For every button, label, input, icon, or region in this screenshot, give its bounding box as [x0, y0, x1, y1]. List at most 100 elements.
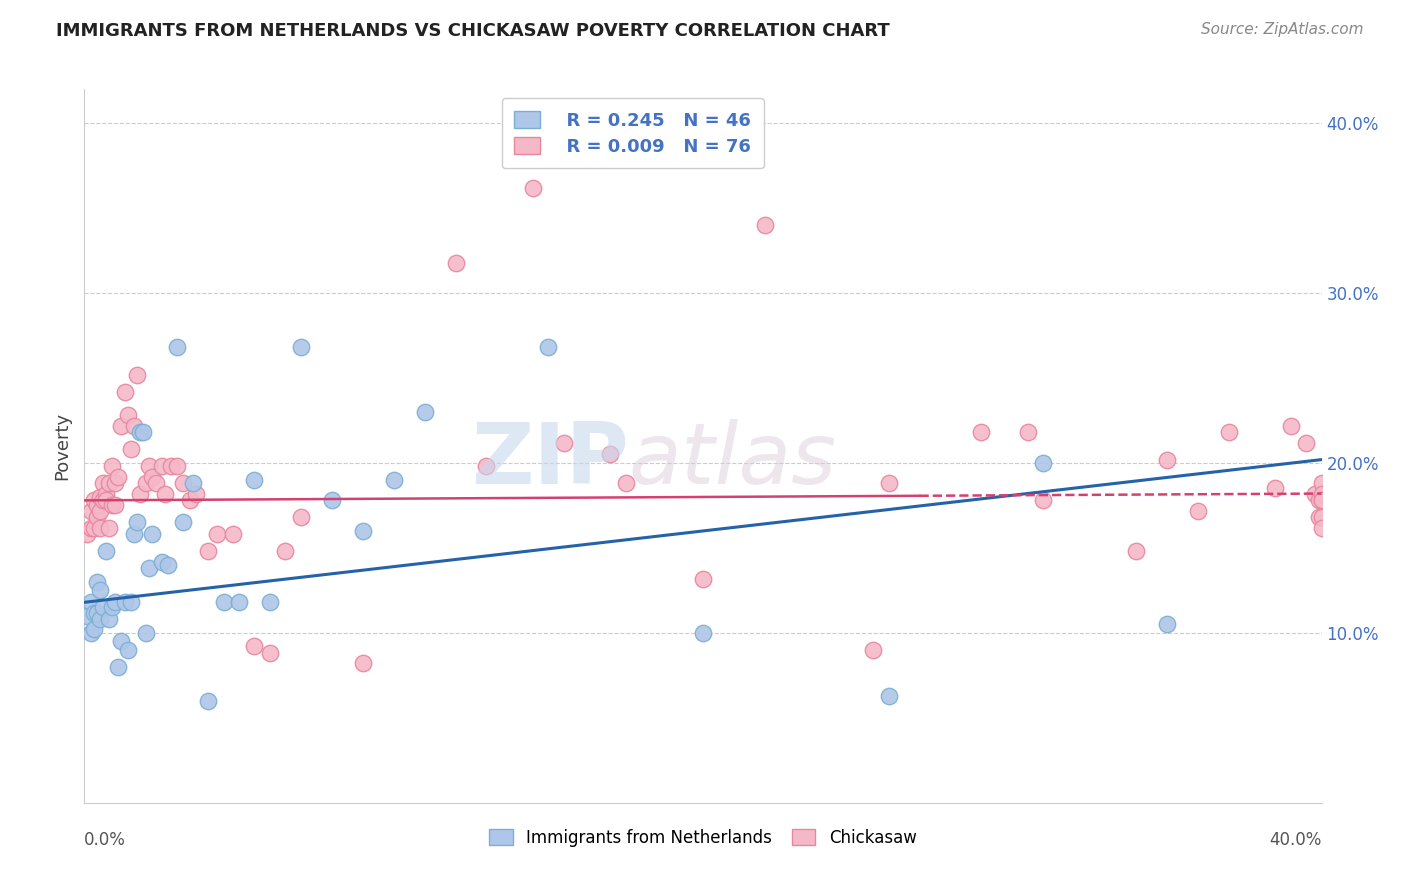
Point — [1310, 493, 1333, 508]
Point — [117, 409, 139, 423]
Point — [475, 459, 498, 474]
Point — [274, 544, 297, 558]
Text: Source: ZipAtlas.com: Source: ZipAtlas.com — [1201, 22, 1364, 37]
Point — [101, 459, 124, 474]
Point — [141, 527, 163, 541]
Point — [1305, 486, 1327, 500]
Point — [107, 660, 129, 674]
Point — [1187, 503, 1209, 517]
Point — [120, 442, 142, 457]
Point — [160, 459, 183, 474]
Point — [1125, 544, 1147, 558]
Point — [243, 473, 266, 487]
Point — [138, 459, 160, 474]
Point — [98, 476, 121, 491]
Text: 0.0%: 0.0% — [84, 831, 127, 849]
Point — [692, 572, 714, 586]
Legend: Immigrants from Netherlands, Chickasaw: Immigrants from Netherlands, Chickasaw — [478, 817, 928, 859]
Point — [382, 473, 405, 487]
Point — [150, 459, 173, 474]
Text: atlas: atlas — [628, 418, 837, 502]
Point — [197, 694, 219, 708]
Point — [877, 476, 900, 491]
Point — [86, 510, 108, 524]
Point — [212, 595, 235, 609]
Point — [172, 516, 194, 530]
Point — [101, 499, 124, 513]
Point — [754, 218, 776, 232]
Point — [83, 520, 105, 534]
Point — [76, 527, 98, 541]
Point — [1156, 452, 1178, 467]
Point — [132, 425, 155, 440]
Point — [91, 600, 114, 615]
Point — [86, 499, 108, 513]
Point — [184, 486, 207, 500]
Point — [444, 255, 467, 269]
Point — [79, 595, 101, 609]
Point — [107, 469, 129, 483]
Point — [79, 520, 101, 534]
Point — [1279, 418, 1302, 433]
Point — [862, 643, 884, 657]
Point — [120, 595, 142, 609]
Point — [94, 544, 117, 558]
Point — [321, 493, 343, 508]
Point — [1310, 510, 1333, 524]
Point — [114, 595, 136, 609]
Point — [79, 503, 101, 517]
Point — [1295, 435, 1317, 450]
Point — [94, 493, 117, 508]
Text: 40.0%: 40.0% — [1270, 831, 1322, 849]
Point — [522, 180, 544, 194]
Text: ZIP: ZIP — [471, 418, 628, 502]
Point — [86, 574, 108, 589]
Point — [89, 490, 111, 504]
Point — [122, 527, 145, 541]
Point — [1310, 520, 1333, 534]
Point — [553, 435, 575, 450]
Point — [614, 476, 637, 491]
Point — [352, 657, 374, 671]
Point — [135, 626, 157, 640]
Point — [104, 476, 127, 491]
Point — [117, 643, 139, 657]
Point — [599, 448, 621, 462]
Point — [129, 425, 152, 440]
Point — [94, 486, 117, 500]
Point — [101, 600, 124, 615]
Point — [83, 493, 105, 508]
Point — [153, 486, 176, 500]
Point — [1310, 493, 1333, 508]
Point — [138, 561, 160, 575]
Point — [537, 341, 560, 355]
Point — [1156, 617, 1178, 632]
Point — [145, 476, 167, 491]
Point — [290, 341, 312, 355]
Point — [1308, 510, 1330, 524]
Point — [1218, 425, 1240, 440]
Point — [79, 626, 101, 640]
Point — [222, 527, 245, 541]
Point — [1310, 476, 1333, 491]
Point — [1310, 486, 1333, 500]
Point — [83, 606, 105, 620]
Point — [413, 405, 436, 419]
Point — [125, 516, 148, 530]
Point — [110, 418, 132, 433]
Point — [1308, 493, 1330, 508]
Point — [104, 499, 127, 513]
Point — [1264, 482, 1286, 496]
Point — [1017, 425, 1039, 440]
Point — [1032, 493, 1054, 508]
Point — [172, 476, 194, 491]
Point — [91, 493, 114, 508]
Point — [197, 544, 219, 558]
Point — [207, 527, 229, 541]
Y-axis label: Poverty: Poverty — [53, 412, 72, 480]
Point — [89, 612, 111, 626]
Point — [259, 646, 281, 660]
Point — [243, 640, 266, 654]
Point — [89, 520, 111, 534]
Point — [692, 626, 714, 640]
